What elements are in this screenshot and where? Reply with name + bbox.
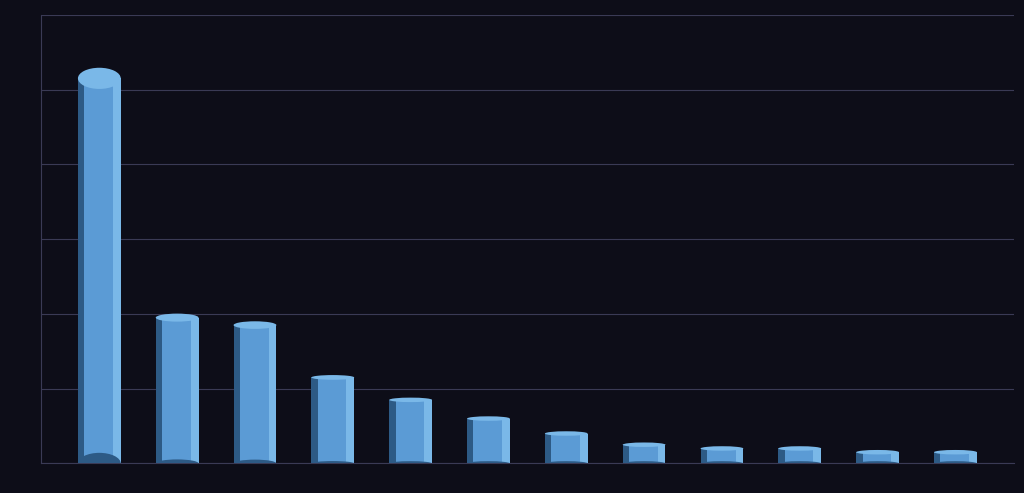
- Bar: [233, 325, 240, 463]
- Ellipse shape: [389, 461, 432, 466]
- Ellipse shape: [778, 461, 821, 466]
- Bar: [233, 325, 276, 463]
- Bar: [856, 452, 899, 463]
- Ellipse shape: [233, 321, 276, 329]
- Bar: [268, 325, 276, 463]
- Bar: [735, 449, 743, 463]
- Ellipse shape: [156, 314, 199, 321]
- Bar: [190, 317, 199, 463]
- Ellipse shape: [389, 398, 432, 402]
- Bar: [113, 78, 121, 463]
- Bar: [467, 419, 473, 463]
- Bar: [813, 449, 821, 463]
- Ellipse shape: [467, 461, 510, 466]
- Bar: [346, 378, 354, 463]
- Ellipse shape: [78, 453, 121, 474]
- Bar: [700, 449, 743, 463]
- Bar: [700, 449, 707, 463]
- Bar: [934, 452, 977, 463]
- Bar: [856, 452, 862, 463]
- Ellipse shape: [856, 450, 899, 455]
- Bar: [389, 400, 395, 463]
- Bar: [934, 452, 940, 463]
- Bar: [623, 445, 629, 463]
- Ellipse shape: [700, 461, 743, 466]
- Ellipse shape: [700, 446, 743, 451]
- Bar: [156, 317, 199, 463]
- Bar: [424, 400, 432, 463]
- Ellipse shape: [156, 459, 199, 467]
- Ellipse shape: [934, 450, 977, 455]
- Ellipse shape: [623, 443, 666, 447]
- Ellipse shape: [467, 416, 510, 421]
- Ellipse shape: [623, 461, 666, 466]
- Bar: [545, 433, 551, 463]
- Ellipse shape: [545, 431, 588, 436]
- Bar: [78, 78, 84, 463]
- Bar: [891, 452, 899, 463]
- Ellipse shape: [778, 446, 821, 451]
- Ellipse shape: [545, 461, 588, 466]
- Bar: [545, 433, 588, 463]
- Bar: [778, 449, 821, 463]
- Bar: [623, 445, 666, 463]
- Bar: [78, 78, 121, 463]
- Bar: [778, 449, 784, 463]
- Ellipse shape: [934, 461, 977, 466]
- Bar: [580, 433, 588, 463]
- Bar: [969, 452, 977, 463]
- Bar: [657, 445, 666, 463]
- Bar: [389, 400, 432, 463]
- Bar: [467, 419, 510, 463]
- Bar: [156, 317, 162, 463]
- Ellipse shape: [311, 461, 354, 466]
- Ellipse shape: [856, 461, 899, 466]
- Bar: [311, 378, 354, 463]
- Bar: [502, 419, 510, 463]
- Ellipse shape: [311, 375, 354, 380]
- Ellipse shape: [233, 459, 276, 467]
- Ellipse shape: [78, 68, 121, 89]
- Bar: [311, 378, 317, 463]
